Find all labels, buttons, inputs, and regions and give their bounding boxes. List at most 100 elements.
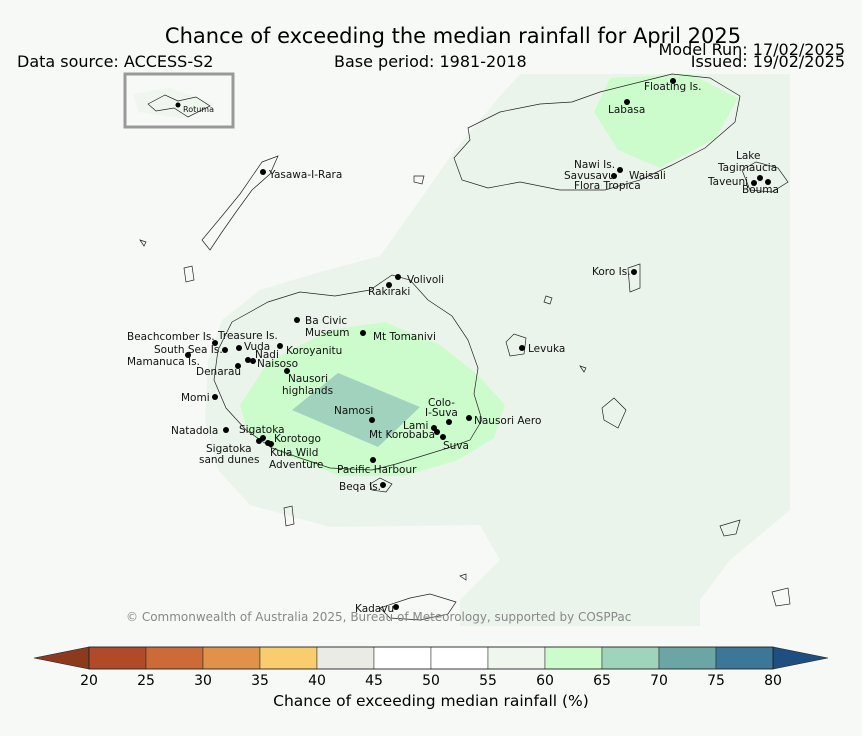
place-flora-tropica: Flora Tropica [574, 180, 641, 192]
place-natadola: Natadola [171, 425, 218, 437]
place-floating-is: Floating Is. [644, 81, 701, 93]
coastlines [139, 73, 791, 621]
place-namosi: Namosi [334, 405, 373, 417]
colorbar-segment [715, 646, 774, 670]
vatulele-coast [283, 505, 295, 527]
data-source-label: Data source: ACCESS-S2 [17, 52, 214, 71]
shade-55-60-east [762, 395, 790, 485]
colorbar-tick-label: 65 [593, 673, 611, 689]
colorbar-segment [145, 646, 204, 670]
colorbar-over-arrow [772, 646, 829, 670]
colorbar-label: Chance of exceeding median rainfall (%) [273, 692, 589, 710]
place-kula-wild-adventure-2: Adventure [269, 459, 323, 471]
place-nausori-highlands-2: highlands [282, 385, 333, 397]
place-koro-is: Koro Is. [592, 266, 631, 278]
place-koroyanitu: Koroyanitu [286, 345, 342, 357]
place-suva: Suva [443, 440, 469, 452]
place-yasawa-i-rara: Yasawa-I-Rara [268, 169, 342, 181]
beqa-coast [369, 477, 393, 493]
yasawa-coast [201, 155, 279, 251]
place-nadi: Nadi [255, 349, 279, 361]
colorbar-tick-label: 40 [308, 673, 326, 689]
place-vuda: Vuda [244, 341, 270, 353]
place-colo-i-suva-1: Colo- [428, 397, 455, 409]
place-pacific-harbour: Pacific Harbour [337, 464, 417, 476]
place-rakiraki: Rakiraki [368, 286, 410, 298]
place-sigatoka-sand-dunes-2: sand dunes [199, 454, 259, 466]
colorbar-segment [487, 646, 546, 670]
shade-60-65-north [594, 74, 738, 168]
place-mt-korobaba: Mt Korobaba [369, 429, 435, 441]
place-savusavu: Savusavu [564, 170, 615, 182]
probability-shading [205, 74, 790, 626]
colorbar-segment [658, 646, 717, 670]
base-period-label: Base period: 1981-2018 [334, 52, 527, 71]
colorbar-tick-label: 50 [422, 673, 440, 689]
place-nausori-aero: Nausori Aero [474, 415, 541, 427]
taveuni-coast [741, 161, 789, 193]
place-bouma: Bouma [742, 184, 779, 196]
ovalau-coast [505, 333, 527, 357]
vanua-levu-coast [453, 73, 741, 191]
colorbar-under-arrow [33, 646, 90, 670]
lau-coast [771, 587, 791, 607]
place-ba-civic-museum-2: Museum [305, 327, 350, 339]
place-nawi-is: Nawi Is. [574, 159, 615, 171]
gau-coast [601, 397, 627, 429]
issued-label: Issued: 19/02/2025 [690, 52, 845, 71]
place-colo-i-suva-2: I-Suva [425, 407, 458, 419]
colorbar-segment [88, 646, 147, 670]
colorbar-tick-label: 35 [251, 673, 269, 689]
place-sigatoka: Sigatoka [239, 424, 285, 436]
place-levuka: Levuka [528, 343, 565, 355]
inset-rotuma-label: Rotuma [183, 105, 214, 114]
colorbar-tick-label: 60 [536, 673, 554, 689]
colorbar-segment [373, 646, 432, 670]
place-ba-civic-museum-1: Ba Civic [305, 315, 347, 327]
colorbar-tick-label: 80 [764, 673, 782, 689]
place-mt-tomanivi: Mt Tomanivi [373, 331, 436, 343]
place-beachcomber-is: Beachcomber Is. [127, 331, 215, 343]
viti-levu-coast [213, 274, 483, 471]
colorbar-tick-label: 75 [707, 673, 725, 689]
place-kadavu: Kadavu [355, 603, 394, 615]
colorbar-segment [430, 646, 489, 670]
kadavu-coast [379, 593, 457, 621]
colorbar-segment [316, 646, 375, 670]
koro-coast [627, 263, 641, 293]
place-mamanuca-is: Mamanuca Is. [127, 356, 200, 368]
model-run-label: Model Run: 17/02/2025 [658, 40, 846, 59]
place-waisali: Waisali [629, 170, 666, 182]
place-korotogo: Korotogo [274, 433, 321, 445]
place-lami: Lami [403, 420, 428, 432]
place-labasa: Labasa [608, 104, 645, 116]
place-sigatoka-sand-dunes-1: Sigatoka [206, 443, 252, 455]
colorbar-tick-label: 45 [365, 673, 383, 689]
colorbar-segment [202, 646, 261, 670]
place-volivoli: Volivoli [407, 274, 444, 286]
place-south-sea-is: South Sea Is. [154, 344, 223, 356]
place-kula-wild-adventure-1: Kula Wild [270, 447, 318, 459]
place-denarau: Denarau [196, 366, 241, 378]
place-momi: Momi [181, 392, 210, 404]
shade-65-70 [292, 373, 420, 447]
colorbar-segment [544, 646, 603, 670]
place-lake-tagimaucia-2: Tagimaucia [717, 162, 777, 174]
place-markers: Floating Is. Labasa Yasawa-I-Rara Nawi I… [127, 78, 779, 615]
colorbar-tick-label: 20 [80, 673, 98, 689]
colorbar-segment [259, 646, 318, 670]
place-lake-tagimaucia-1: Lake [736, 150, 760, 162]
place-nausori-highlands-1: Nausori [288, 373, 328, 385]
map-title: Chance of exceeding the median rainfall … [164, 24, 742, 48]
colorbar-tick-label: 70 [650, 673, 668, 689]
copyright-notice: © Commonwealth of Australia 2025, Bureau… [126, 610, 632, 624]
place-beqa-is: Beqa Is. [339, 481, 381, 493]
colorbar: 20 25 30 35 40 45 50 55 60 65 70 75 80 [33, 646, 829, 689]
place-treasure-is: Treasure Is. [217, 330, 278, 342]
matuku-coast [719, 519, 741, 537]
colorbar-segment [601, 646, 660, 670]
colorbar-tick-label: 25 [137, 673, 155, 689]
place-taveuni: Taveuni [707, 176, 748, 188]
shade-55-60 [205, 74, 790, 626]
